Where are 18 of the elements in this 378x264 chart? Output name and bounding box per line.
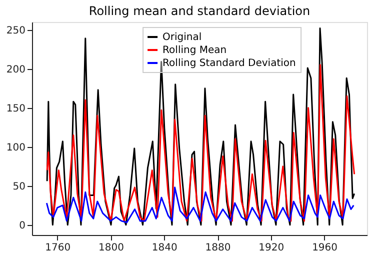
x-tick-label: 1840 xyxy=(152,242,178,254)
chart-title: Rolling mean and standard deviation xyxy=(88,4,310,18)
line-series xyxy=(46,186,354,224)
line-series xyxy=(46,27,356,226)
legend-label: Rolling Standard Deviation xyxy=(162,58,296,69)
x-tick-label: 1880 xyxy=(205,242,231,254)
x-tick-label: 1760 xyxy=(45,242,71,254)
y-tick-label: 150 xyxy=(6,103,26,114)
x-tick-label: 1800 xyxy=(98,242,124,254)
y-tick-label: 200 xyxy=(6,64,26,76)
x-tick-label: 1920 xyxy=(258,242,284,254)
legend-label: Rolling Mean xyxy=(162,45,227,56)
y-tick-label: 250 xyxy=(6,25,26,36)
legend-label: Original xyxy=(162,32,202,43)
y-tick-label: 0 xyxy=(19,220,26,232)
x-tick-label: 1960 xyxy=(312,242,338,254)
y-tick-label: 50 xyxy=(12,181,26,192)
y-tick-label: 100 xyxy=(6,142,26,154)
